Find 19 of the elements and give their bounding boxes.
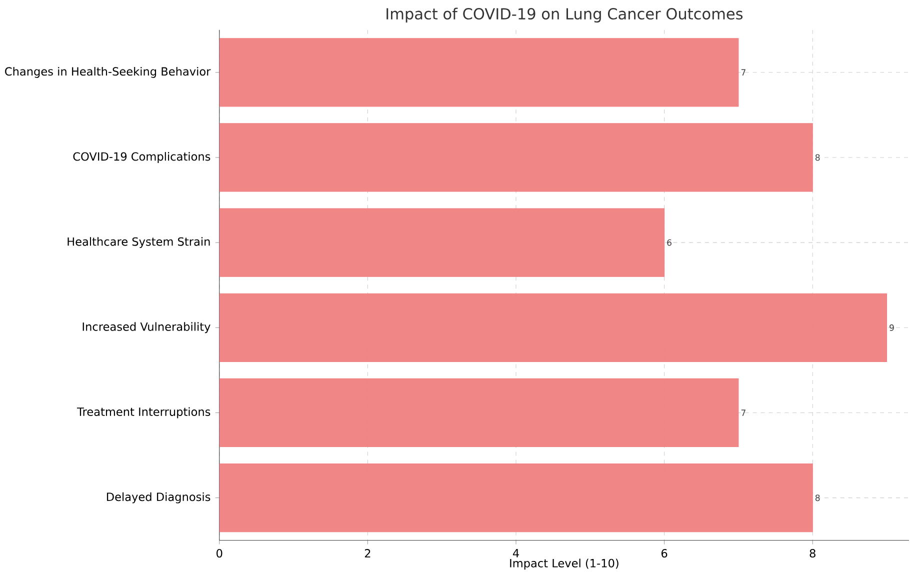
- data-label: 8: [815, 494, 820, 502]
- y-tick-label: Delayed Diagnosis: [106, 492, 210, 504]
- data-label: 8: [815, 154, 820, 161]
- x-tick-label: 4: [512, 549, 519, 558]
- data-label: 6: [667, 239, 672, 246]
- y-tick-label: Increased Vulnerability: [82, 322, 210, 334]
- chart-title: Impact of COVID-19 on Lung Cancer Outcomes: [386, 8, 743, 22]
- x-axis-title: Impact Level (1-10): [510, 558, 618, 570]
- x-tick-label: 2: [364, 549, 370, 558]
- data-label: 7: [741, 410, 746, 416]
- data-label: 9: [890, 324, 894, 331]
- x-tick-label: 8: [810, 549, 816, 558]
- x-tick-label: 0: [216, 549, 222, 558]
- y-tick-label: Healthcare System Strain: [68, 237, 210, 248]
- y-tick-label: Changes in Health-Seeking Behavior: [5, 66, 211, 78]
- y-tick-label: COVID-19 Complications: [73, 152, 210, 163]
- x-tick-label: 6: [662, 549, 668, 558]
- y-tick-label: Treatment Interruptions: [77, 407, 210, 418]
- data-label: 7: [741, 69, 746, 76]
